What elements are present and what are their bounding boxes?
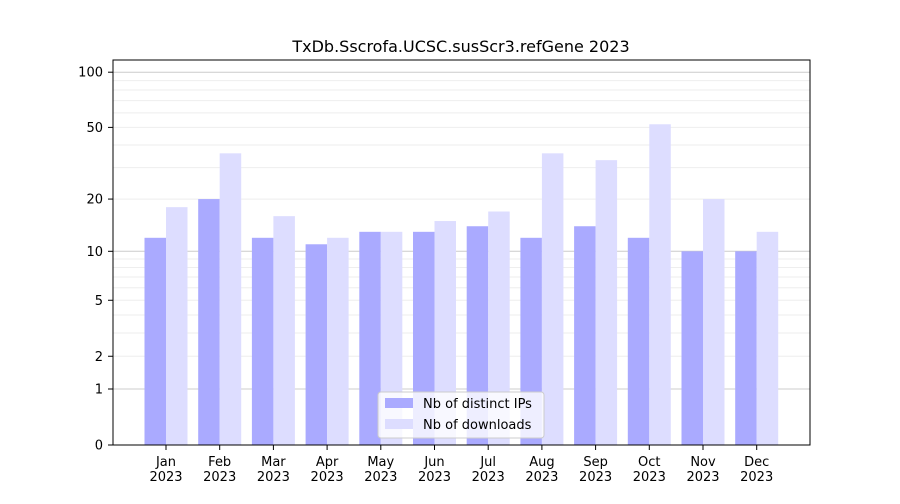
bar-distinct-ips — [251, 237, 274, 445]
bar-distinct-ips — [198, 199, 220, 445]
plot-frame — [112, 59, 811, 446]
legend-swatch-ips — [385, 398, 413, 408]
bar-downloads — [703, 199, 725, 445]
bar-downloads — [166, 207, 188, 445]
x-tick-label: 2023 — [472, 470, 505, 485]
chart-title: TxDb.Sscrofa.UCSC.susScr3.refGene 2023 — [291, 37, 629, 56]
bar-downloads — [273, 216, 295, 445]
x-tick-label: Aug — [529, 455, 554, 470]
x-tick-label: 2023 — [311, 470, 344, 485]
y-tick-label: 0 — [95, 439, 103, 454]
bar-distinct-ips — [466, 226, 489, 445]
x-tick-label: 2023 — [418, 470, 451, 485]
legend-label-downloads: Nb of downloads — [423, 418, 532, 433]
bar-downloads — [434, 221, 456, 445]
x-tick-label: May — [367, 455, 394, 470]
x-tick-label: 2023 — [364, 470, 397, 485]
y-tick-label: 2 — [95, 350, 103, 365]
x-tick-label: Jan — [155, 455, 176, 470]
x-tick-label: Oct — [638, 455, 660, 470]
x-tick-label: 2023 — [525, 470, 558, 485]
bar-downloads — [488, 211, 510, 445]
x-tick-label: Jun — [423, 455, 444, 470]
x-tick-label: Dec — [744, 455, 769, 470]
legend: Nb of distinct IPs Nb of downloads — [377, 391, 545, 439]
y-tick-label: 5 — [95, 294, 103, 309]
x-tick-label: 2023 — [633, 470, 666, 485]
bar-downloads — [649, 124, 671, 445]
x-tick-label: 2023 — [149, 470, 182, 485]
bar-distinct-ips — [681, 251, 703, 445]
bar-distinct-ips — [359, 231, 381, 445]
y-tick-label: 20 — [86, 193, 103, 208]
y-tick-label: 10 — [86, 245, 103, 260]
x-tick-label: Mar — [261, 455, 286, 470]
x-tick-label: Apr — [316, 455, 339, 470]
bar-distinct-ips — [735, 251, 757, 445]
y-tick-label: 1 — [95, 383, 103, 398]
bar-downloads — [595, 160, 618, 445]
y-tick-label: 50 — [86, 121, 103, 136]
bar-downloads — [541, 153, 564, 445]
x-tick-label: Jul — [479, 455, 496, 470]
bar-downloads — [756, 231, 779, 445]
x-tick-label: 2023 — [740, 470, 773, 485]
bar-distinct-ips — [305, 244, 328, 445]
x-tick-label: 2023 — [579, 470, 612, 485]
bar-downloads — [327, 237, 349, 445]
legend-label-ips: Nb of distinct IPs — [423, 397, 532, 412]
bar-downloads — [219, 153, 242, 445]
x-tick-label: 2023 — [257, 470, 290, 485]
x-tick-label: 2023 — [686, 470, 719, 485]
x-tick-label: Sep — [583, 455, 608, 470]
bar-distinct-ips — [574, 226, 596, 445]
legend-swatch-downloads — [385, 419, 413, 429]
bar-distinct-ips — [627, 237, 650, 445]
bar-distinct-ips — [144, 237, 166, 445]
y-tick-label: 100 — [78, 66, 103, 81]
x-tick-label: 2023 — [203, 470, 236, 485]
x-tick-label: Nov — [690, 455, 716, 470]
x-tick-label: Feb — [208, 455, 231, 470]
